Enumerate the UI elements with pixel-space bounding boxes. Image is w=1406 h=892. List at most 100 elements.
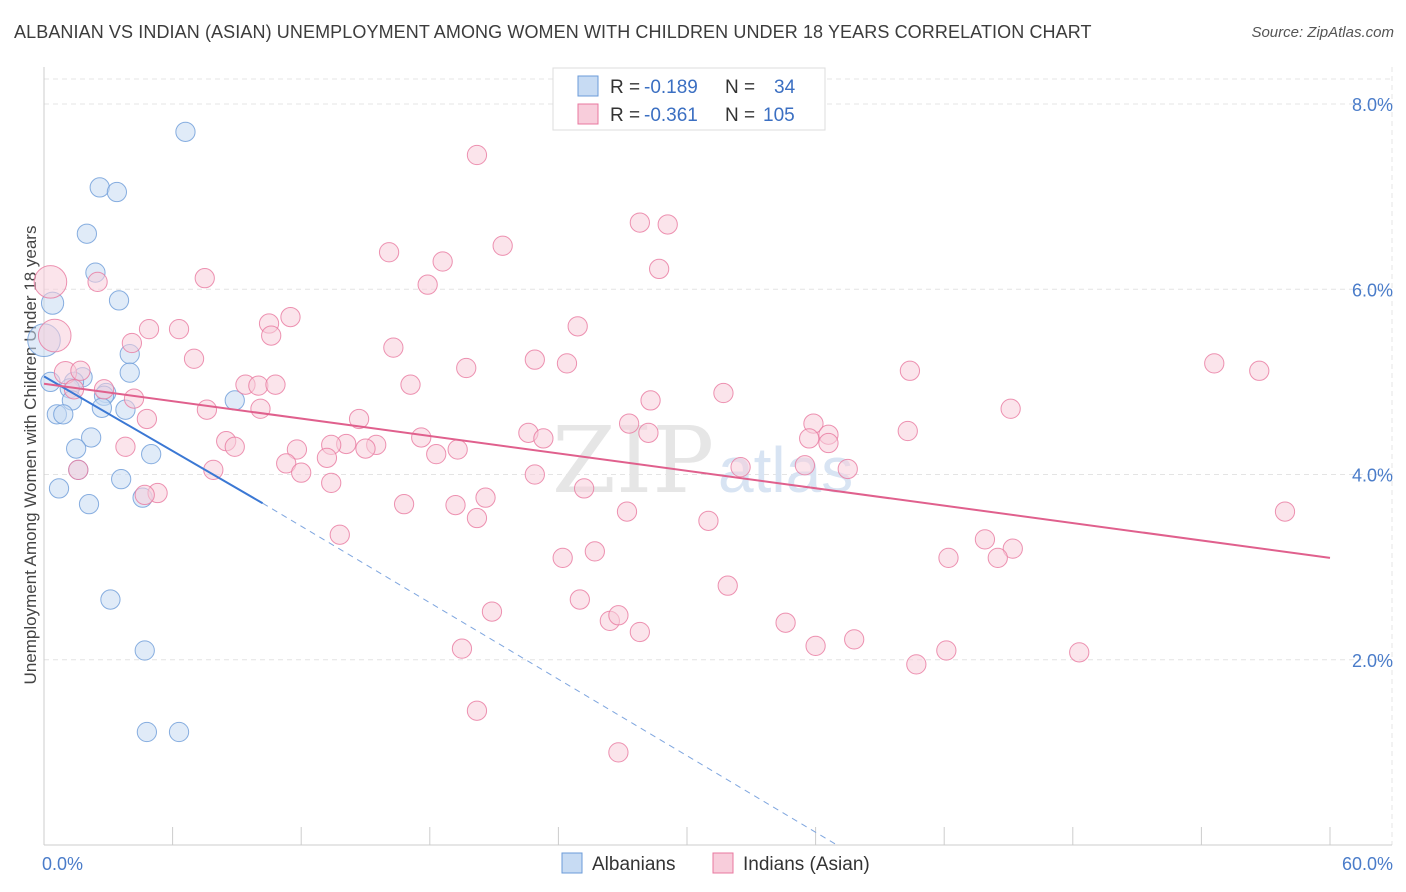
point-indians-70	[291, 462, 312, 483]
point-indians-25	[1249, 360, 1270, 381]
point-indians-60	[286, 439, 308, 460]
point-indians-55	[818, 432, 839, 454]
point-albanians-31	[134, 640, 155, 661]
legend-n-label-1: N =	[725, 105, 755, 126]
point-indians-1	[629, 212, 650, 233]
point-indians-76	[475, 487, 496, 508]
point-indians-98	[936, 640, 957, 661]
point-indians-5	[432, 251, 453, 272]
point-indians-67	[730, 456, 751, 478]
point-albanians-9	[119, 362, 140, 383]
point-indians-9	[87, 271, 108, 293]
point-indians-78	[445, 494, 466, 516]
point-indians-68	[837, 458, 858, 480]
point-indians-91	[717, 575, 738, 596]
point-indians-85	[974, 529, 996, 550]
legend-bottom-label-albanians: Albanians	[592, 854, 675, 875]
point-indians-63	[316, 447, 338, 468]
point-indians-74	[573, 478, 595, 499]
legend-bottom-swatch-albanians	[561, 852, 583, 874]
point-indians-21	[183, 348, 205, 369]
point-indians-14	[168, 318, 190, 340]
y-tick-label-1: 4.0%	[1352, 466, 1393, 486]
point-indians-66	[794, 455, 816, 476]
point-indians-94	[608, 605, 629, 626]
point-indians-24	[1204, 353, 1225, 374]
point-indians-6	[649, 258, 670, 280]
point-indians-44	[619, 413, 640, 434]
point-indians-12	[280, 306, 301, 328]
point-indians-61	[426, 444, 447, 465]
point-indians-8	[33, 265, 68, 299]
trend-indians	[43, 382, 1331, 559]
x-tick-label-1: 60.0%	[1342, 854, 1393, 874]
point-albanians-1	[89, 177, 110, 198]
point-indians-2	[657, 214, 678, 235]
point-indians-88	[987, 547, 1008, 569]
point-indians-64	[276, 453, 297, 474]
point-indians-17	[37, 318, 72, 353]
point-indians-10	[417, 274, 438, 295]
point-albanians-29	[78, 494, 100, 515]
point-indians-100	[1069, 642, 1090, 663]
point-indians-103	[466, 700, 488, 721]
y-tick-labels: 2.0% 4.0% 6.0% 8.0%	[1352, 95, 1393, 671]
point-albanians-27	[48, 478, 70, 499]
legend-r-label-0: R =	[610, 77, 640, 98]
point-indians-71	[524, 464, 545, 485]
x-tick-label-0: 0.0%	[42, 854, 83, 874]
legend-swatch-indians	[577, 103, 599, 125]
point-indians-65	[68, 459, 89, 481]
y-tick-label-2: 6.0%	[1352, 280, 1393, 300]
axes	[43, 67, 1392, 846]
point-indians-57	[355, 438, 376, 459]
point-indians-79	[1274, 501, 1296, 522]
point-albanians-0	[175, 121, 196, 142]
legend-bottom: Albanians Indians (Asian)	[561, 852, 870, 875]
point-indians-30	[248, 375, 269, 396]
point-indians-4	[378, 242, 400, 263]
point-indians-11	[567, 316, 588, 337]
point-albanians-2	[106, 181, 128, 203]
trend-lines	[43, 375, 1331, 846]
legend-r-label-1: R =	[610, 105, 640, 126]
point-indians-41	[348, 408, 370, 430]
point-indians-38	[1000, 398, 1021, 419]
point-indians-59	[224, 436, 245, 457]
point-indians-82	[698, 510, 719, 531]
point-indians-51	[411, 427, 432, 448]
point-indians-90	[569, 589, 590, 610]
point-indians-42	[136, 408, 158, 430]
trend-albanians	[43, 375, 264, 505]
point-indians-62	[447, 439, 468, 460]
point-indians-7	[194, 268, 215, 289]
point-indians-45	[897, 420, 918, 442]
point-indians-96	[629, 621, 650, 643]
point-indians-86	[584, 541, 605, 562]
legend-n-value-1: 105	[763, 105, 795, 126]
y-axis-title: Unemployment Among Women with Children U…	[21, 226, 40, 685]
point-indians-77	[393, 494, 415, 515]
point-indians-23	[456, 357, 477, 379]
point-indians-37	[640, 390, 661, 411]
legend-r-value-0: -0.189	[644, 77, 698, 98]
legend-r-value-1: -0.361	[644, 105, 698, 126]
legend-n-label-0: N =	[725, 77, 755, 98]
y-tick-label-0: 2.0%	[1352, 651, 1393, 671]
point-indians-20	[524, 349, 545, 370]
point-indians-22	[556, 353, 578, 374]
point-indians-83	[329, 524, 350, 545]
legend-swatch-albanians	[577, 75, 599, 97]
point-indians-26	[899, 360, 921, 381]
grid	[44, 67, 1393, 845]
point-indians-81	[466, 507, 488, 529]
y-tick-label-3: 8.0%	[1352, 95, 1393, 115]
legend-n-value-0: 34	[774, 77, 796, 98]
point-albanians-6	[108, 290, 130, 311]
point-indians-75	[134, 484, 155, 506]
point-indians-3	[492, 235, 513, 256]
point-indians-36	[123, 388, 145, 409]
point-albanians-26	[111, 469, 132, 490]
legend-bottom-swatch-indians	[712, 852, 734, 874]
